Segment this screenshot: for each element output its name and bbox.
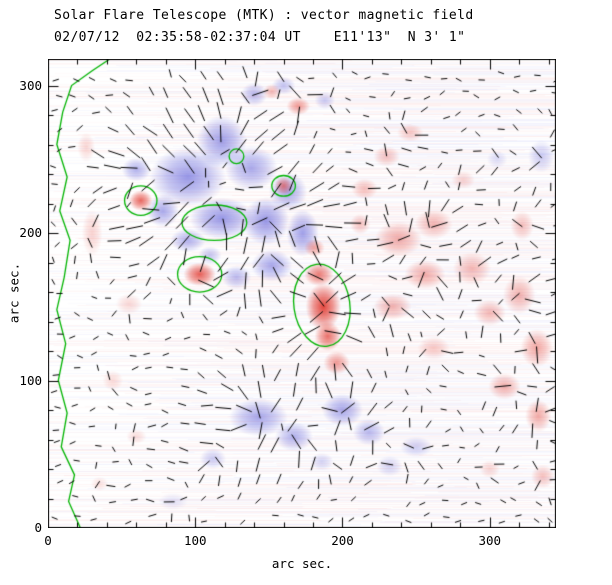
x-tick-label: 100 xyxy=(183,533,207,548)
plot-frame xyxy=(48,59,556,528)
title-line-2: 02/07/12 02:35:58-02:37:04 UT E11'13" N … xyxy=(54,30,466,45)
title-line-1: Solar Flare Telescope (MTK) : vector mag… xyxy=(54,8,474,23)
y-tick-label: 100 xyxy=(19,372,42,388)
x-tick-label: 300 xyxy=(478,533,502,548)
x-tick-label: 0 xyxy=(44,533,52,548)
y-tick-label: 200 xyxy=(19,225,42,241)
magnetogram-canvas xyxy=(48,59,556,528)
y-tick-label: 300 xyxy=(19,77,42,93)
x-tick-label: 200 xyxy=(331,533,354,548)
y-tick-label: 0 xyxy=(34,520,42,535)
y-axis-label: arc sec. xyxy=(6,262,22,324)
x-axis-label: arc sec. xyxy=(271,556,333,571)
